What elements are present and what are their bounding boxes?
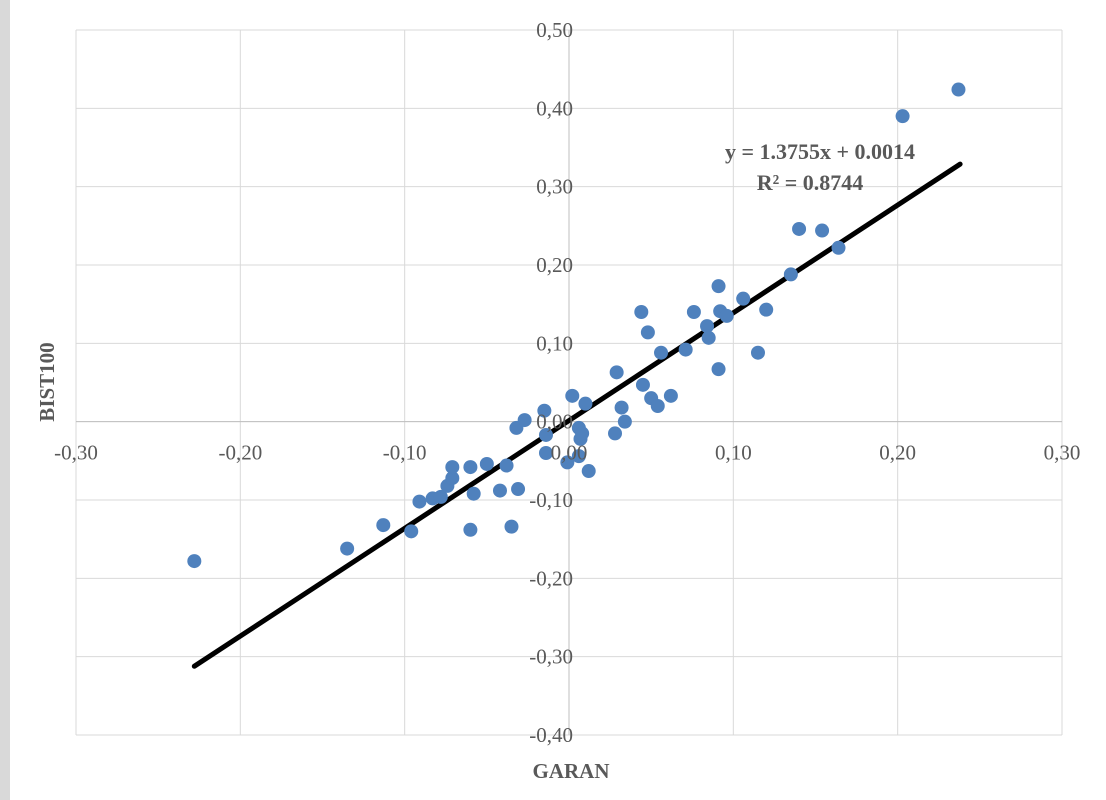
x-axis-title: GARAN [533, 759, 610, 783]
data-point [517, 413, 532, 428]
y-tick-label: 0,00 [536, 410, 573, 434]
data-points [187, 82, 966, 569]
y-tick-label: 0,40 [536, 96, 573, 120]
data-point [614, 400, 629, 415]
data-point [750, 345, 765, 360]
x-tick-label: -0,10 [383, 441, 427, 465]
trendline [191, 161, 963, 669]
data-point [538, 446, 553, 460]
data-point [640, 325, 655, 340]
data-point [815, 223, 830, 238]
x-tick-label: 0,10 [715, 441, 752, 465]
data-point [663, 388, 678, 403]
grid-lines [75, 29, 1063, 736]
chart-frame: -0,30 -0,20 -0,10 0,00 0,10 0,20 0,30 0,50 0,40… [10, 0, 1106, 800]
x-tick-label: -0,20 [218, 441, 262, 465]
data-point [504, 519, 519, 534]
y-axis-title: BIST100 [35, 342, 59, 421]
data-point [187, 554, 202, 569]
x-tick-label: 0,30 [1044, 441, 1081, 465]
data-point [560, 455, 575, 470]
data-point [783, 267, 798, 282]
data-point [608, 426, 623, 441]
y-tick-label: -0,20 [529, 566, 573, 590]
data-point [537, 403, 552, 418]
data-point [499, 458, 514, 473]
data-point [617, 414, 632, 429]
data-point [581, 464, 596, 479]
data-point [376, 518, 391, 533]
data-point [445, 471, 460, 486]
data-point [759, 302, 774, 317]
y-tick-label: 0,30 [536, 175, 573, 199]
data-point [719, 308, 734, 323]
x-tick-label: 0,20 [879, 441, 916, 465]
data-point [700, 319, 715, 334]
x-tick-label: -0,30 [54, 441, 98, 465]
data-point [511, 482, 526, 497]
data-point [701, 330, 716, 345]
trendline-layer [191, 161, 963, 669]
data-point [466, 486, 481, 501]
y-tick-label: 0,20 [536, 253, 573, 277]
data-point [492, 483, 507, 498]
data-point [711, 279, 726, 294]
data-point [711, 362, 726, 377]
data-point [951, 82, 966, 97]
data-point [686, 305, 701, 319]
data-point [479, 456, 494, 471]
data-point [792, 221, 807, 236]
data-point [736, 291, 751, 306]
data-point [433, 489, 448, 504]
data-point [565, 388, 580, 403]
y-tick-label: -0,10 [529, 488, 573, 512]
data-point [831, 240, 846, 255]
x-tick-label: 0,00 [551, 441, 588, 465]
data-point [445, 460, 460, 475]
data-point [609, 365, 624, 380]
y-tick-label: 0,10 [536, 331, 573, 355]
data-point [412, 494, 427, 509]
data-point [654, 345, 669, 360]
data-point [404, 524, 419, 539]
data-point [650, 399, 665, 413]
y-tick-labels: 0,50 0,40 0,30 0,20 0,10 0,00 -0,10 -0,20 -0,30 -… [529, 18, 573, 747]
trendline-equation: y = 1.3755x + 0.0014 [725, 139, 915, 164]
x-tick-labels: -0,30 -0,20 -0,10 0,00 0,10 0,20 0,30 [54, 441, 1080, 465]
y-tick-label: 0,50 [536, 18, 573, 42]
scatter-chart: -0,30 -0,20 -0,10 0,00 0,10 0,20 0,30 0,50 0,40… [35, 18, 1080, 783]
data-point [538, 427, 553, 442]
data-point [575, 426, 590, 441]
data-point [578, 396, 593, 411]
trendline-r-squared: R² = 0.8744 [757, 170, 864, 195]
y-tick-label: -0,40 [529, 723, 573, 747]
y-tick-label: -0,30 [529, 645, 573, 669]
data-point [634, 305, 649, 319]
data-point [635, 377, 650, 392]
data-point [463, 522, 478, 537]
data-point [463, 460, 478, 475]
data-point [340, 541, 355, 556]
data-point [678, 342, 693, 357]
data-point [571, 449, 586, 464]
data-point [895, 109, 910, 124]
